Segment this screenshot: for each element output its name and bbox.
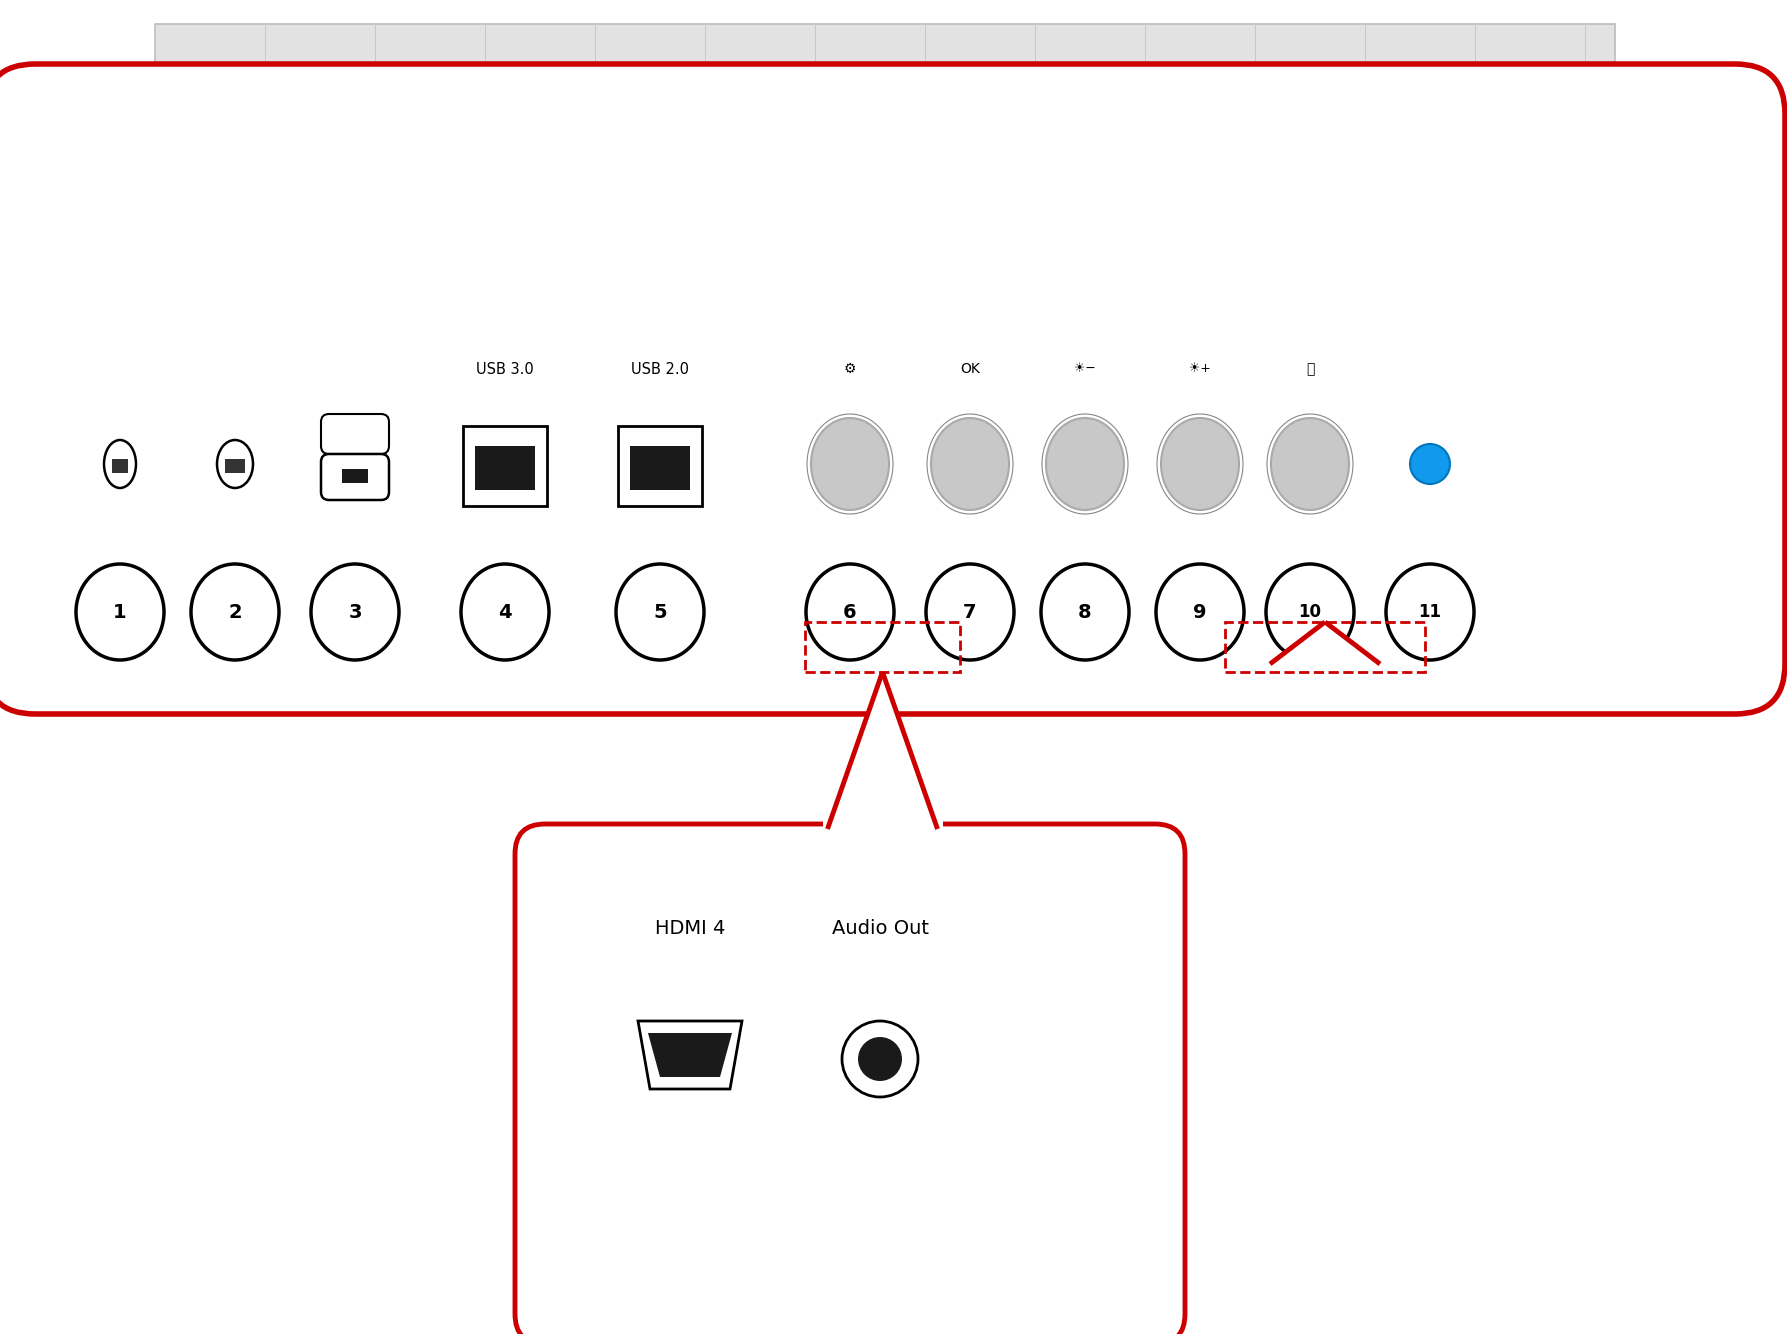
Bar — [822, 814, 942, 839]
Text: 11: 11 — [1419, 603, 1442, 622]
Ellipse shape — [461, 564, 549, 660]
Text: 10: 10 — [1299, 603, 1322, 622]
FancyBboxPatch shape — [463, 426, 547, 506]
Polygon shape — [638, 1021, 742, 1089]
Bar — [155, 614, 1615, 674]
Text: 7: 7 — [963, 603, 977, 622]
Circle shape — [858, 1037, 902, 1081]
Ellipse shape — [216, 440, 254, 488]
Ellipse shape — [1045, 418, 1124, 510]
Text: 9: 9 — [1194, 603, 1206, 622]
Text: ⚙: ⚙ — [843, 362, 856, 376]
Text: 2: 2 — [229, 603, 241, 622]
Ellipse shape — [1387, 564, 1474, 660]
Bar — [1226, 622, 1424, 672]
Circle shape — [1410, 444, 1449, 484]
Text: USB 3.0: USB 3.0 — [475, 362, 534, 376]
Bar — [155, 24, 1615, 614]
FancyBboxPatch shape — [322, 414, 390, 454]
Text: USB 2.0: USB 2.0 — [631, 362, 690, 376]
Text: ☀−: ☀− — [1074, 363, 1095, 375]
Text: 4: 4 — [499, 603, 511, 622]
Ellipse shape — [926, 564, 1013, 660]
Polygon shape — [649, 1033, 733, 1077]
Ellipse shape — [1156, 564, 1244, 660]
Ellipse shape — [1162, 418, 1238, 510]
Ellipse shape — [806, 564, 894, 660]
Text: ☀+: ☀+ — [1188, 363, 1212, 375]
Ellipse shape — [104, 440, 136, 488]
Ellipse shape — [77, 564, 164, 660]
Ellipse shape — [617, 564, 704, 660]
Polygon shape — [1271, 622, 1380, 664]
Ellipse shape — [1265, 564, 1355, 660]
Text: 1: 1 — [113, 603, 127, 622]
Text: 6: 6 — [843, 603, 856, 622]
Bar — [631, 446, 690, 490]
Ellipse shape — [643, 1209, 736, 1309]
Bar — [475, 446, 534, 490]
FancyBboxPatch shape — [322, 454, 390, 500]
Text: HDMI 4: HDMI 4 — [654, 919, 726, 939]
Text: | | | | | | | | | | | | | | | | | | | | | | |: | | | | | | | | | | | | | | | | | | | | … — [206, 642, 334, 647]
FancyBboxPatch shape — [618, 426, 702, 506]
Polygon shape — [827, 672, 938, 828]
Ellipse shape — [311, 564, 399, 660]
Bar — [804, 622, 960, 672]
Text: 12: 12 — [675, 1250, 704, 1269]
Bar — [113, 459, 129, 474]
FancyBboxPatch shape — [0, 64, 1785, 714]
Text: 13: 13 — [867, 1250, 894, 1269]
Ellipse shape — [1042, 564, 1129, 660]
FancyBboxPatch shape — [515, 824, 1185, 1334]
Circle shape — [842, 1021, 919, 1097]
Ellipse shape — [811, 418, 888, 510]
Text: OK: OK — [960, 362, 979, 376]
Ellipse shape — [931, 418, 1010, 510]
Bar — [341, 470, 368, 483]
Text: 8: 8 — [1078, 603, 1092, 622]
Text: Audio Out: Audio Out — [831, 919, 929, 939]
Ellipse shape — [191, 564, 279, 660]
Bar — [225, 459, 245, 474]
Text: 3: 3 — [348, 603, 361, 622]
Text: 5: 5 — [654, 603, 667, 622]
Ellipse shape — [1271, 418, 1349, 510]
Text: ⏻: ⏻ — [1306, 362, 1313, 376]
Ellipse shape — [835, 1209, 926, 1309]
